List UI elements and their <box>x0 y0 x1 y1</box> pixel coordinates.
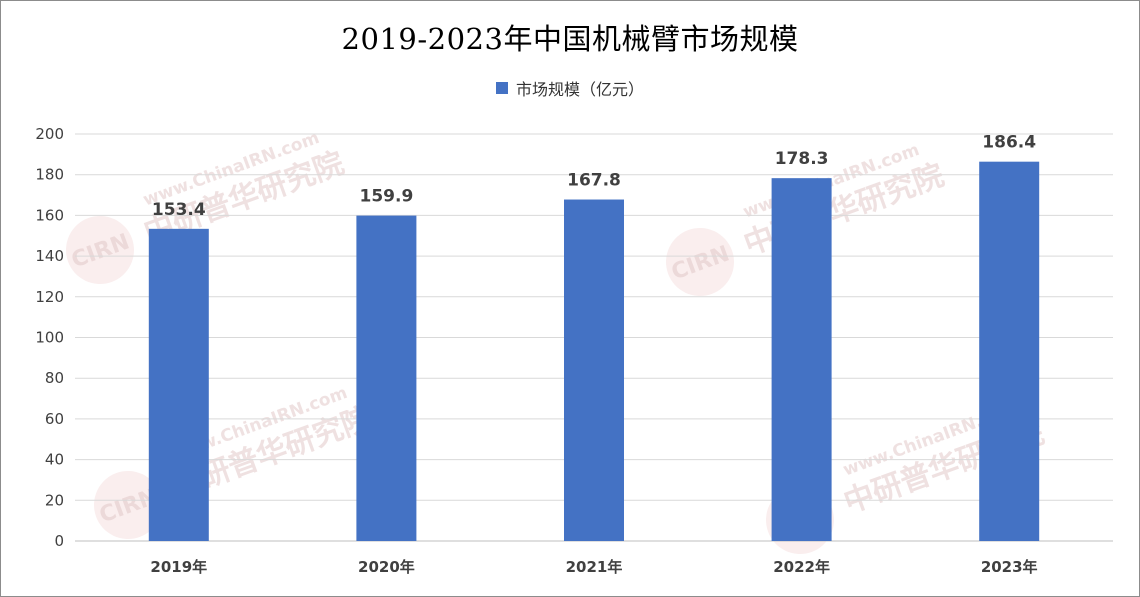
legend-label: 市场规模（亿元） <box>515 80 644 99</box>
y-tick-label: 40 <box>45 451 64 469</box>
legend-swatch <box>495 82 508 94</box>
bar <box>356 215 417 541</box>
y-tick-label: 60 <box>45 410 64 428</box>
data-label: 186.4 <box>982 133 1036 153</box>
x-tick-label: 2023年 <box>981 558 1038 576</box>
data-label: 159.9 <box>360 187 414 207</box>
y-tick-label: 180 <box>35 166 64 184</box>
watermark-badge <box>66 216 134 284</box>
x-tick-label: 2020年 <box>358 558 415 576</box>
y-tick-label: 0 <box>54 532 64 550</box>
legend: 市场规模（亿元） <box>0 76 1140 100</box>
y-tick-label: 20 <box>45 491 64 509</box>
y-tick-label: 160 <box>35 206 64 224</box>
x-tick-label: 2022年 <box>773 558 830 576</box>
bar <box>564 199 624 542</box>
watermark-badge <box>94 471 162 539</box>
y-tick-label: 120 <box>35 288 64 306</box>
y-tick-label: 100 <box>35 329 64 347</box>
x-axis: 2019年 2020年 2021年 2022年 2023年 <box>150 558 1037 576</box>
bar <box>148 228 209 541</box>
data-label: 153.4 <box>152 200 206 220</box>
data-labels: 153.4 159.9 167.8 178.3 186.4 <box>152 133 1036 220</box>
chart-title: 2019-2023年中国机械臂市场规模 <box>341 22 799 56</box>
x-tick-label: 2021年 <box>566 558 623 576</box>
bar <box>979 161 1040 541</box>
y-tick-label: 140 <box>35 247 64 265</box>
bars <box>148 161 1040 542</box>
watermark-badge <box>666 228 734 296</box>
bar <box>771 178 832 542</box>
x-tick-label: 2019年 <box>150 558 207 576</box>
data-label: 178.3 <box>775 149 829 169</box>
y-axis: 0 20 40 60 80 100 120 140 160 180 200 <box>35 125 64 550</box>
y-tick-label: 80 <box>45 369 64 387</box>
data-label: 167.8 <box>567 171 621 191</box>
y-tick-label: 200 <box>35 125 64 143</box>
